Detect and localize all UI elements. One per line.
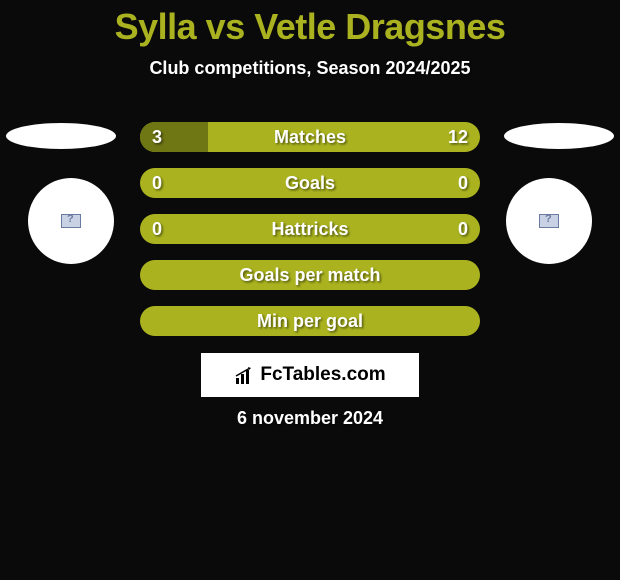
stats-bars: 3 Matches 12 0 Goals 0 0 Hattricks 0 Goa… xyxy=(140,122,480,352)
stat-row-min-per-goal: Min per goal xyxy=(140,306,480,336)
stat-row-goals: 0 Goals 0 xyxy=(140,168,480,198)
player-right-name-ellipse xyxy=(504,123,614,149)
stat-value-right: 12 xyxy=(448,122,468,152)
subtitle: Club competitions, Season 2024/2025 xyxy=(0,58,620,79)
date-text: 6 november 2024 xyxy=(0,408,620,429)
stat-label: Matches xyxy=(140,122,480,152)
page-title: Sylla vs Vetle Dragsnes xyxy=(0,0,620,48)
comparison-widget: Sylla vs Vetle Dragsnes Club competition… xyxy=(0,0,620,580)
stat-value-left: 0 xyxy=(152,168,162,198)
stat-value-left: 3 xyxy=(152,122,162,152)
logo-text: FcTables.com xyxy=(260,364,385,386)
stat-value-right: 0 xyxy=(458,168,468,198)
player-left-name-ellipse xyxy=(6,123,116,149)
stat-value-left: 0 xyxy=(152,214,162,244)
player-left-avatar xyxy=(28,178,114,264)
stat-label: Hattricks xyxy=(140,214,480,244)
stat-label: Goals xyxy=(140,168,480,198)
fctables-logo[interactable]: FcTables.com xyxy=(201,353,419,397)
image-placeholder-icon xyxy=(61,214,81,228)
stat-label: Min per goal xyxy=(140,306,480,336)
bar-chart-icon xyxy=(234,366,256,384)
stat-label: Goals per match xyxy=(140,260,480,290)
stat-value-right: 0 xyxy=(458,214,468,244)
image-placeholder-icon xyxy=(539,214,559,228)
player-right-avatar xyxy=(506,178,592,264)
stat-row-hattricks: 0 Hattricks 0 xyxy=(140,214,480,244)
stat-row-matches: 3 Matches 12 xyxy=(140,122,480,152)
stat-row-goals-per-match: Goals per match xyxy=(140,260,480,290)
